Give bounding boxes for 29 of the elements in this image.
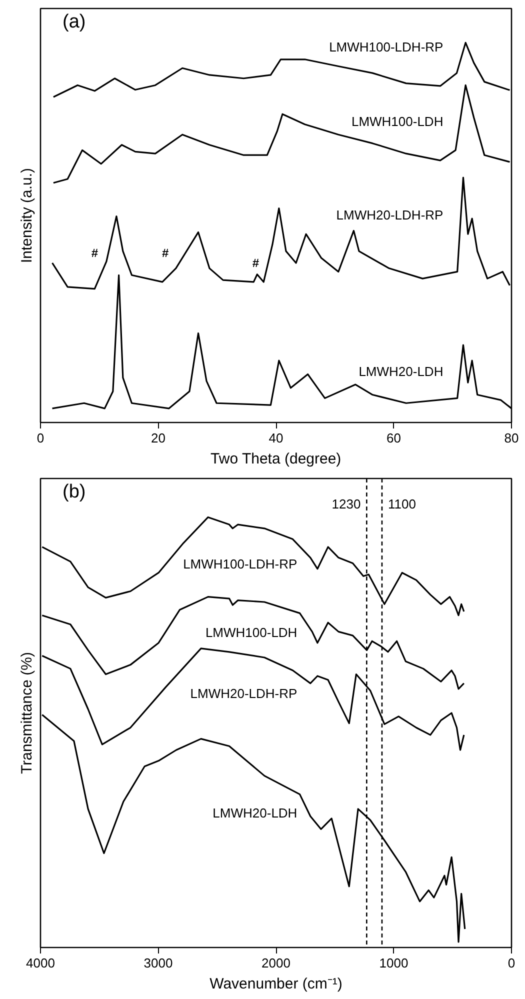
y-axis-title: Intensity (a.u.) (18, 168, 36, 264)
ref-line-label: 1100 (388, 496, 416, 512)
x-tick-label: 40 (268, 430, 284, 446)
x-tick-label: 1000 (379, 956, 408, 970)
x-tick-label: 20 (151, 430, 166, 446)
series-label: LMWH20-LDH-RP (336, 207, 444, 222)
series-label: LMWH100-LDH-RP (329, 40, 444, 55)
series-label: LMWH20-LDH (212, 805, 298, 820)
x-tick-label: 80 (504, 430, 519, 446)
series-label: LMWH100-LDH-RP (183, 556, 298, 572)
x-tick-label: 0 (508, 956, 516, 970)
x-tick-label: 4000 (26, 956, 55, 970)
series-label: LMWH20-LDH (358, 364, 444, 380)
chart-title: (b) (62, 482, 86, 502)
x-axis-title: Wavenumber (cm⁻¹) (210, 976, 342, 992)
chart-title: (a) (62, 12, 86, 32)
x-tick-label: 3000 (144, 956, 173, 970)
x-tick-label: 0 (36, 430, 44, 446)
annotation: # (91, 246, 98, 260)
series-label: LMWH100-LDH (351, 114, 444, 129)
x-axis-title: Two Theta (degree) (210, 450, 342, 468)
series-label: LMWH100-LDH (205, 624, 298, 640)
annotation: # (162, 246, 169, 260)
x-tick-label: 60 (386, 430, 401, 446)
annotation: # (252, 256, 260, 270)
series-label: LMWH20-LDH-RP (190, 686, 298, 702)
x-tick-label: 2000 (262, 956, 290, 970)
y-axis-title: Transmittance (%) (18, 652, 36, 774)
ref-line-label: 1230 (332, 496, 361, 512)
